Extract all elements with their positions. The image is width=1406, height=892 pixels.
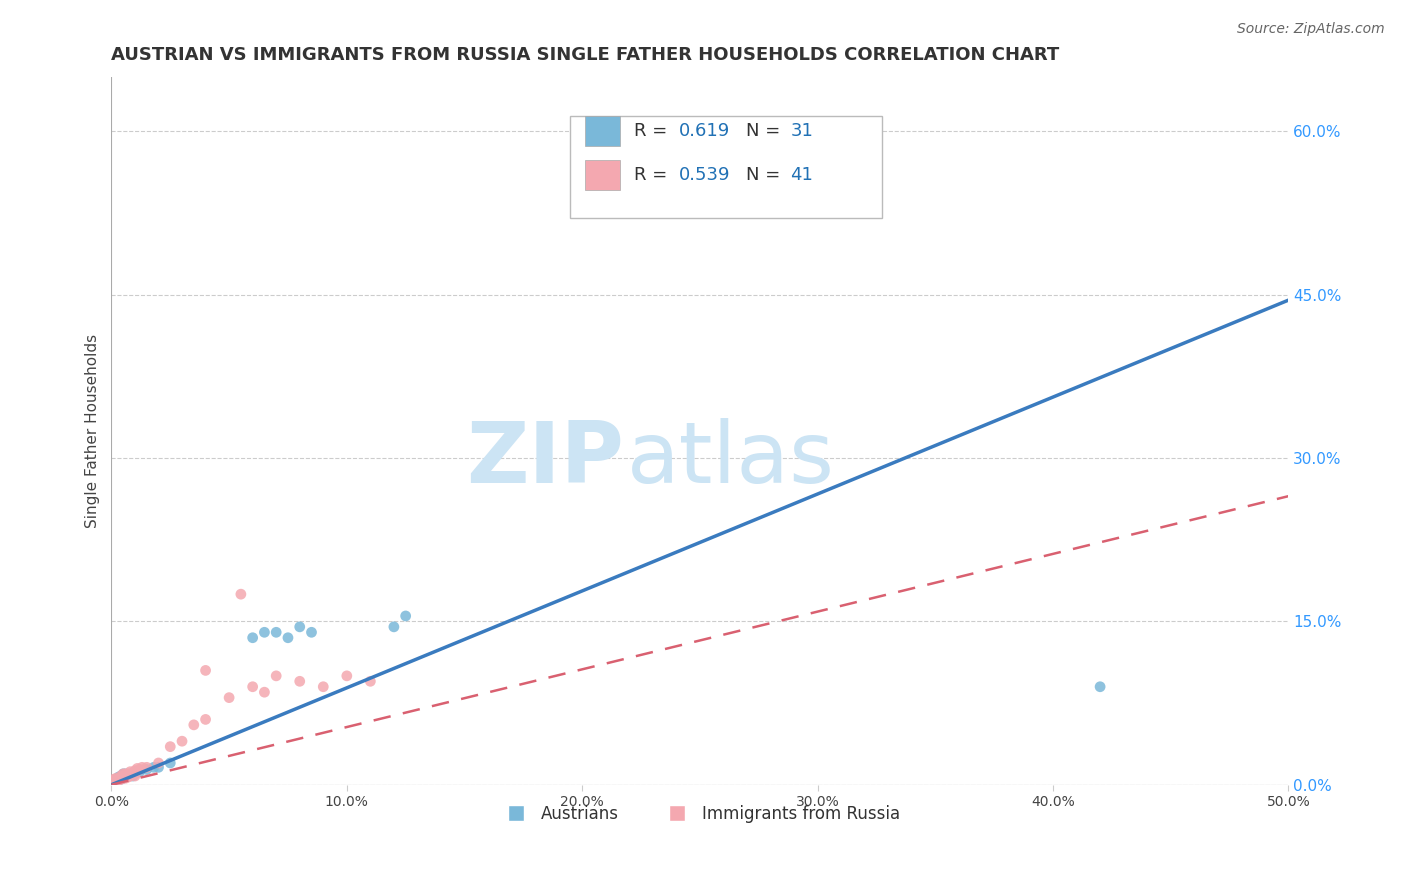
Point bbox=[127, 761, 149, 775]
Point bbox=[288, 674, 311, 689]
Point bbox=[107, 772, 129, 787]
Point bbox=[124, 767, 146, 781]
Point bbox=[170, 734, 193, 748]
Point bbox=[117, 769, 139, 783]
Point bbox=[336, 669, 359, 683]
Text: 31: 31 bbox=[790, 121, 814, 140]
Point bbox=[114, 767, 136, 781]
Point bbox=[218, 690, 240, 705]
Point bbox=[1088, 680, 1111, 694]
Point bbox=[277, 631, 299, 645]
Point bbox=[242, 680, 264, 694]
Point bbox=[242, 631, 264, 645]
Text: ZIP: ZIP bbox=[465, 417, 623, 500]
Point bbox=[135, 763, 157, 777]
Point bbox=[121, 769, 143, 783]
Point bbox=[382, 620, 405, 634]
Text: N =: N = bbox=[745, 166, 786, 185]
Point bbox=[183, 718, 205, 732]
Point bbox=[194, 664, 217, 678]
Point bbox=[131, 760, 153, 774]
Bar bbox=[585, 161, 620, 190]
Point bbox=[124, 769, 146, 783]
Point bbox=[112, 767, 135, 781]
Point bbox=[148, 756, 170, 770]
Point bbox=[110, 772, 132, 787]
Point bbox=[107, 771, 129, 785]
Text: 0.619: 0.619 bbox=[679, 121, 730, 140]
Point bbox=[288, 620, 311, 634]
Text: AUSTRIAN VS IMMIGRANTS FROM RUSSIA SINGLE FATHER HOUSEHOLDS CORRELATION CHART: AUSTRIAN VS IMMIGRANTS FROM RUSSIA SINGL… bbox=[111, 46, 1060, 64]
Point bbox=[110, 769, 132, 783]
Point bbox=[124, 764, 146, 779]
Text: N =: N = bbox=[745, 121, 786, 140]
Point bbox=[124, 764, 146, 778]
Point bbox=[105, 772, 128, 787]
Point bbox=[121, 767, 143, 781]
Point bbox=[112, 771, 135, 785]
Point bbox=[114, 771, 136, 785]
Point bbox=[110, 769, 132, 783]
Point bbox=[312, 680, 335, 694]
Point bbox=[142, 760, 165, 774]
Point bbox=[253, 625, 276, 640]
Point bbox=[264, 669, 287, 683]
Point bbox=[253, 685, 276, 699]
Point bbox=[124, 764, 146, 779]
Point bbox=[103, 774, 125, 789]
Legend: Austrians, Immigrants from Russia: Austrians, Immigrants from Russia bbox=[492, 798, 907, 830]
Point bbox=[117, 770, 139, 784]
Point bbox=[124, 767, 146, 781]
Bar bbox=[585, 116, 620, 145]
Point bbox=[117, 767, 139, 781]
Point bbox=[120, 764, 142, 779]
Point bbox=[114, 767, 136, 781]
Point bbox=[128, 763, 150, 777]
Text: R =: R = bbox=[634, 121, 673, 140]
Point bbox=[120, 769, 142, 783]
Point bbox=[194, 713, 217, 727]
Text: Source: ZipAtlas.com: Source: ZipAtlas.com bbox=[1237, 22, 1385, 37]
Text: R =: R = bbox=[634, 166, 673, 185]
Point bbox=[103, 772, 125, 787]
Point bbox=[103, 774, 125, 789]
Point bbox=[114, 769, 136, 783]
Point bbox=[114, 770, 136, 784]
Point bbox=[107, 773, 129, 788]
Point bbox=[105, 771, 128, 785]
Point bbox=[229, 587, 252, 601]
Text: 41: 41 bbox=[790, 166, 814, 185]
Point bbox=[395, 609, 418, 624]
Point bbox=[135, 760, 157, 774]
Point bbox=[112, 771, 135, 785]
Point bbox=[107, 770, 129, 784]
Point bbox=[159, 756, 181, 770]
Point bbox=[128, 764, 150, 779]
Point bbox=[264, 625, 287, 640]
Text: 0.539: 0.539 bbox=[679, 166, 730, 185]
Point bbox=[301, 625, 323, 640]
Point bbox=[110, 772, 132, 787]
Point bbox=[159, 739, 181, 754]
FancyBboxPatch shape bbox=[571, 116, 883, 219]
Point bbox=[105, 773, 128, 788]
Point bbox=[830, 178, 852, 193]
Y-axis label: Single Father Households: Single Father Households bbox=[86, 334, 100, 528]
Text: atlas: atlas bbox=[627, 417, 835, 500]
Point bbox=[105, 773, 128, 788]
Point bbox=[120, 767, 142, 781]
Point bbox=[112, 767, 135, 781]
Point bbox=[359, 674, 381, 689]
Point bbox=[148, 760, 170, 774]
